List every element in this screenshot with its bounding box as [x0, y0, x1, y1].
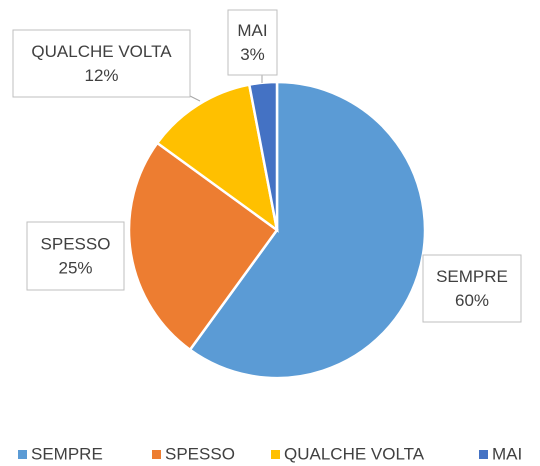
data-label-value: 60% — [455, 291, 489, 310]
legend-label: QUALCHE VOLTA — [284, 444, 425, 463]
data-label-value: 3% — [240, 45, 265, 64]
pie-slice — [188, 80, 427, 380]
legend-label: SEMPRE — [31, 444, 103, 463]
label-box — [12, 29, 191, 98]
legend-marker — [479, 450, 488, 459]
pie-slice — [155, 83, 279, 233]
legend-label: SPESSO — [165, 444, 235, 463]
data-label-name: SEMPRE — [436, 267, 508, 286]
data-label-name: QUALCHE VOLTA — [31, 42, 172, 61]
legend-label: MAI — [492, 444, 522, 463]
pie-slice — [247, 80, 279, 231]
label-box — [227, 9, 278, 76]
legend-marker — [271, 450, 280, 459]
data-label-value: 25% — [58, 258, 92, 277]
pie-slice — [127, 141, 279, 352]
leader-line — [189, 95, 201, 102]
data-label-name: MAI — [237, 21, 267, 40]
label-box — [26, 221, 125, 291]
legend-marker — [152, 450, 161, 459]
data-label-name: SPESSO — [41, 234, 111, 253]
legend-marker — [18, 450, 27, 459]
label-box — [422, 254, 522, 323]
data-label-value: 12% — [84, 66, 118, 85]
